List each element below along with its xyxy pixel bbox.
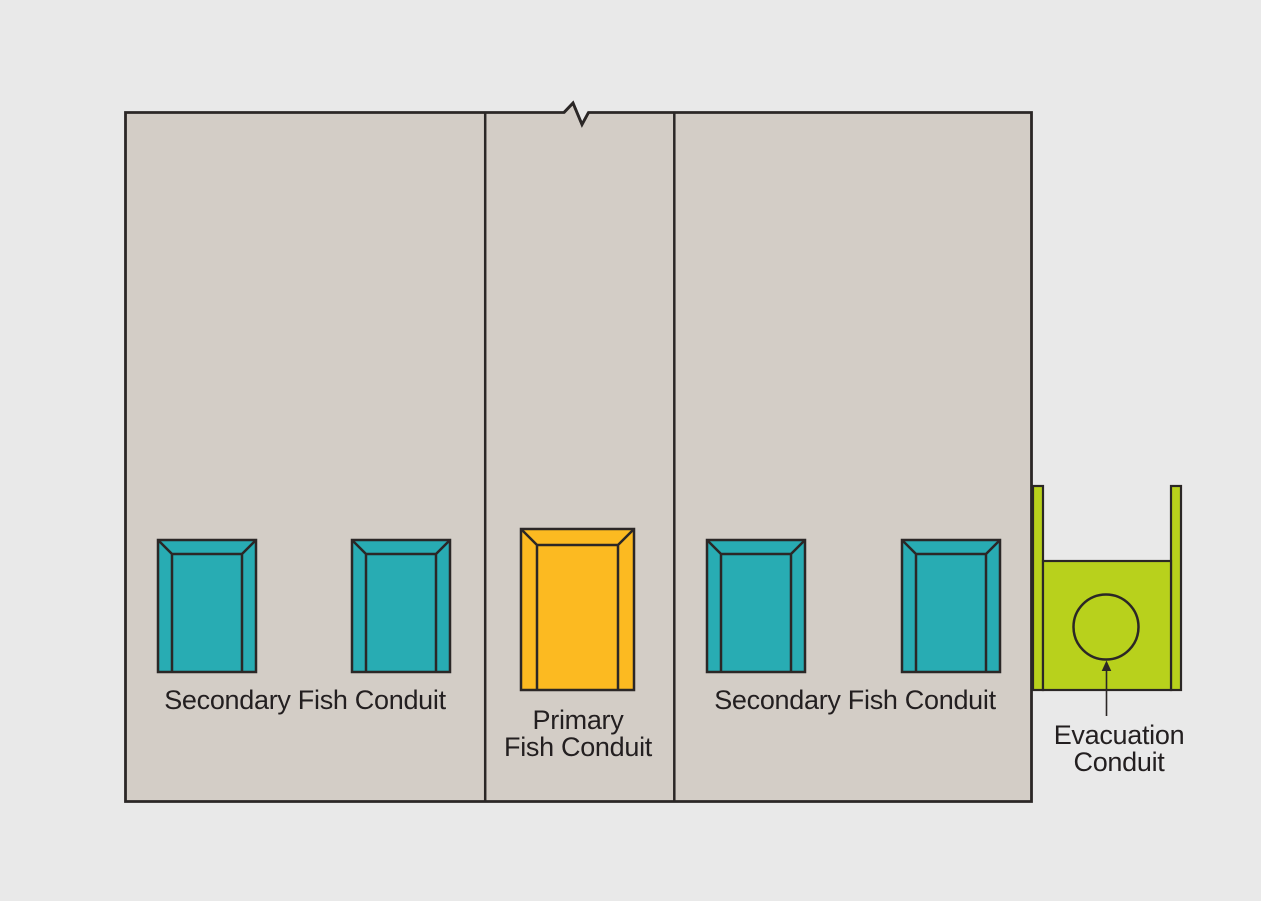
evacuation-arrow-icon [1101, 660, 1112, 716]
label-evacuation-line2: Conduit [1073, 747, 1165, 777]
diagram-shapes [124, 100, 1183, 803]
evacuation-opening-circle [1072, 593, 1140, 661]
label-primary-line2: Fish Conduit [504, 732, 652, 762]
evacuation-wall-left [1031, 484, 1045, 692]
label-secondary-right: Secondary Fish Conduit [714, 687, 996, 714]
evacuation-structure [1031, 484, 1183, 692]
label-evacuation: Evacuation Conduit [1054, 722, 1185, 776]
secondary-conduit-4 [900, 538, 1002, 674]
break-mark-icon [562, 100, 590, 128]
primary-conduit [519, 527, 636, 692]
label-secondary-left-text: Secondary Fish Conduit [164, 685, 446, 715]
label-secondary-left: Secondary Fish Conduit [164, 687, 446, 714]
secondary-conduit-1 [156, 538, 258, 674]
label-primary: Primary Fish Conduit [504, 707, 652, 761]
label-evacuation-line1: Evacuation [1053, 720, 1185, 750]
label-secondary-right-text: Secondary Fish Conduit [714, 685, 996, 715]
evacuation-wall-right [1169, 484, 1183, 692]
secondary-conduit-3 [705, 538, 807, 674]
label-primary-line1: Primary [532, 705, 624, 735]
secondary-conduit-2 [350, 538, 452, 674]
